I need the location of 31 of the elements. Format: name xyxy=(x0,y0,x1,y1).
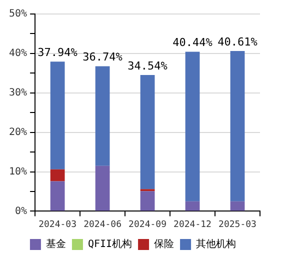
y-tick-label: 0% xyxy=(15,206,28,217)
y-tick-label: 10% xyxy=(9,166,28,178)
bar xyxy=(140,74,155,190)
bar xyxy=(50,62,65,170)
total-label: 34.54% xyxy=(128,59,168,72)
total-label: 40.44% xyxy=(172,36,213,50)
bar xyxy=(50,169,65,182)
legend-label: QFII机构 xyxy=(88,238,132,250)
y-tick-label: 50% xyxy=(9,8,28,20)
x-tick-label: 2024-03 xyxy=(38,220,77,230)
x-tick-label: 2024-06 xyxy=(84,220,122,230)
y-tick-label: 40% xyxy=(9,48,28,60)
bar xyxy=(95,66,110,166)
bar xyxy=(185,52,200,202)
legend-label: 其他机构 xyxy=(196,238,236,250)
legend-label: 保险 xyxy=(154,238,174,250)
x-tick-label: 2024-09 xyxy=(128,220,166,230)
bar xyxy=(185,201,200,211)
total-label: 40.61% xyxy=(218,35,258,48)
x-tick-label: 2024-12 xyxy=(174,220,212,230)
total-label: 37.94% xyxy=(38,46,78,59)
y-tick-label: 20% xyxy=(9,126,28,138)
y-tick-label: 30% xyxy=(9,87,28,98)
bar xyxy=(50,181,65,211)
bar xyxy=(140,191,155,211)
bar xyxy=(230,51,245,202)
bar xyxy=(230,201,245,211)
total-label: 36.74% xyxy=(82,50,123,64)
legend-label: 基金 xyxy=(46,238,66,250)
x-tick-label: 2025-03 xyxy=(218,220,256,230)
bar xyxy=(95,166,110,211)
